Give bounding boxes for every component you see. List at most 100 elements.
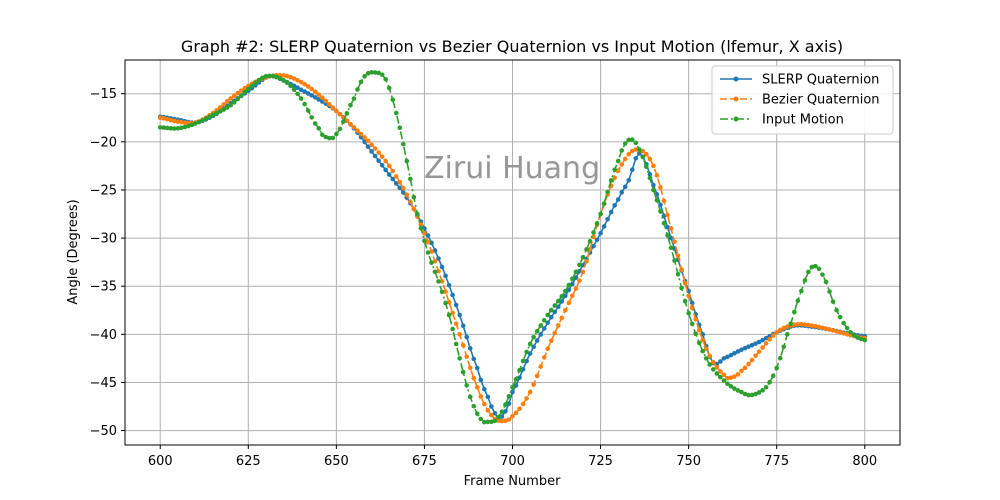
data-point <box>605 189 610 195</box>
data-point <box>372 70 378 75</box>
data-point <box>482 419 487 425</box>
data-point <box>848 330 853 335</box>
data-point <box>499 418 505 424</box>
data-point <box>696 327 702 333</box>
data-point <box>478 394 484 399</box>
data-point <box>601 224 607 229</box>
data-point <box>809 323 815 328</box>
data-point <box>383 158 388 164</box>
data-point <box>665 233 670 238</box>
data-point <box>432 248 438 253</box>
data-point <box>291 76 297 81</box>
data-point <box>397 125 403 131</box>
data-point <box>503 409 508 414</box>
y-axis-label: Angle (Degrees) <box>66 199 81 304</box>
data-point <box>224 99 230 104</box>
data-point <box>263 74 269 79</box>
data-point <box>689 321 695 327</box>
data-point <box>492 418 498 424</box>
data-point <box>327 101 332 107</box>
data-point <box>344 111 350 116</box>
y-tick-label: −20 <box>90 135 117 150</box>
data-point <box>161 125 167 130</box>
data-point <box>534 373 540 379</box>
data-point <box>439 279 445 284</box>
data-point <box>422 230 427 236</box>
data-point <box>531 334 536 340</box>
data-point <box>503 418 508 424</box>
data-point <box>732 386 737 391</box>
data-point <box>319 132 325 138</box>
data-point <box>453 341 459 347</box>
data-point <box>351 96 357 101</box>
data-point <box>591 234 596 240</box>
data-point <box>792 322 797 327</box>
data-point <box>517 367 522 373</box>
data-point <box>584 258 589 264</box>
data-point <box>668 235 674 241</box>
data-point <box>563 288 568 294</box>
data-point <box>721 356 727 361</box>
data-point <box>390 97 396 102</box>
data-point <box>806 269 811 275</box>
data-point <box>774 365 779 371</box>
x-tick-label: 650 <box>324 454 349 469</box>
data-point <box>485 419 491 425</box>
data-point <box>436 268 441 274</box>
data-point <box>626 151 632 157</box>
data-point <box>401 141 406 147</box>
data-point <box>446 299 452 305</box>
data-point <box>862 337 868 343</box>
data-point <box>182 120 188 125</box>
data-point <box>661 220 667 226</box>
data-point <box>284 73 290 79</box>
data-point <box>844 332 850 337</box>
data-point <box>633 155 639 161</box>
data-point <box>784 324 790 329</box>
data-point <box>334 131 339 137</box>
data-point <box>432 259 438 264</box>
data-point <box>365 138 371 144</box>
data-point <box>718 374 723 380</box>
data-point <box>608 209 614 215</box>
x-tick-label: 625 <box>236 454 261 469</box>
data-point <box>689 300 695 306</box>
data-point <box>485 394 491 400</box>
data-point <box>358 79 364 85</box>
data-point <box>485 408 491 413</box>
data-point <box>302 89 307 94</box>
data-point <box>622 156 628 162</box>
data-point <box>182 124 188 130</box>
data-point <box>725 375 730 381</box>
data-point <box>665 224 670 230</box>
data-point <box>735 349 741 354</box>
data-point <box>450 310 455 316</box>
legend-marker <box>733 96 739 102</box>
data-point <box>460 343 466 348</box>
data-point <box>397 179 403 185</box>
data-point <box>386 85 392 91</box>
data-point <box>629 167 635 173</box>
data-point <box>457 356 462 361</box>
data-point <box>295 77 300 83</box>
data-point <box>594 237 600 243</box>
data-point <box>520 401 526 407</box>
data-point <box>527 351 533 356</box>
data-point <box>675 271 681 277</box>
data-point <box>672 239 677 245</box>
data-point <box>858 336 864 342</box>
data-point <box>682 298 688 304</box>
data-point <box>425 250 431 255</box>
data-point <box>520 367 526 372</box>
data-point <box>464 334 470 340</box>
data-point <box>777 355 783 361</box>
data-point <box>316 97 322 102</box>
data-point <box>242 89 248 95</box>
data-point <box>383 76 388 82</box>
data-point <box>541 355 547 360</box>
data-point <box>489 404 494 409</box>
data-point <box>566 300 572 306</box>
data-point <box>365 144 371 150</box>
data-point <box>510 384 515 390</box>
data-point <box>714 365 720 370</box>
